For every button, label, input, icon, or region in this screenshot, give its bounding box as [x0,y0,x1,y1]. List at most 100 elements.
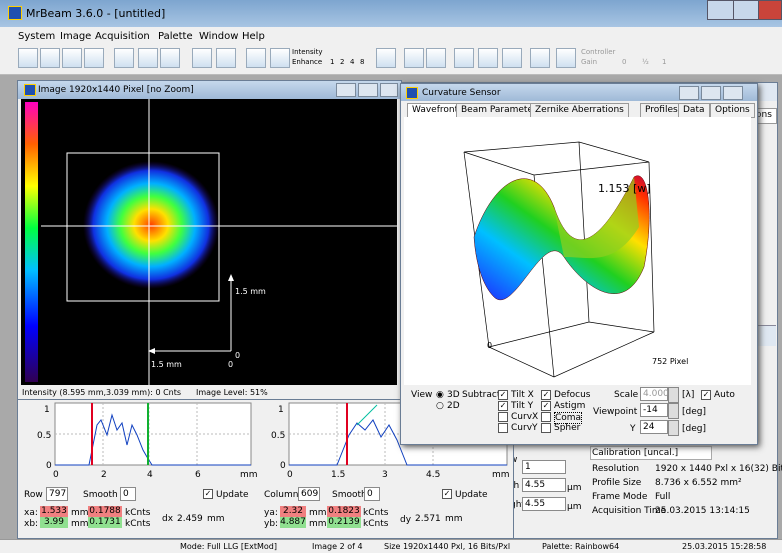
menu-item[interactable]: Window [199,31,238,42]
checkbox[interactable]: ✓ [541,401,551,411]
toolbar-button[interactable] [404,48,424,68]
input[interactable]: 0 [364,487,380,501]
label: Astigm [554,401,585,411]
radio[interactable]: ○ [436,401,444,411]
decoration [723,86,743,100]
input[interactable]: 24 [640,420,668,434]
input[interactable]: 0 [120,487,136,501]
spinner[interactable] [668,387,679,403]
value: 2.571 [415,514,441,524]
input[interactable]: 4.55 [522,497,566,511]
label: 2D [447,401,460,411]
plot-label: 0 [487,341,492,350]
unit: mm [309,519,327,529]
toolbar-button[interactable] [138,48,158,68]
menu-item[interactable]: Acquisition [95,31,150,42]
y-tick: 0 [280,461,286,471]
info-key: Profile Size [592,478,641,488]
toolbar-button[interactable] [62,48,82,68]
label: yb: [264,519,278,529]
toolbar-button[interactable] [246,48,266,68]
toolbar-button[interactable] [426,48,446,68]
input[interactable]: 4.55 [522,478,566,492]
label: Smooth [332,490,367,500]
toolbar-button[interactable] [40,48,60,68]
tab[interactable]: Wavefront [407,103,463,118]
decoration [83,161,219,289]
label: xb: [24,519,38,529]
label: Row [24,490,43,500]
tab[interactable]: Profiles [640,103,683,118]
tab[interactable]: Data [678,103,710,118]
app-screen: MrBeam 3.6.0 - [untitled] System Image A… [0,0,782,553]
checkbox[interactable]: ✓ [442,489,452,499]
value-box: 0.1731 [88,517,122,528]
info-key: Resolution [592,464,639,474]
tab[interactable]: Options [710,103,755,118]
info-value: 1920 x 1440 Pxl x 16(32) Bit [655,464,782,474]
x-tick: 0 [53,470,59,480]
unit: [deg] [682,407,706,417]
x-tick: 4 [147,470,153,480]
value: 2.459 [177,514,203,524]
input[interactable]: -14 [640,403,668,417]
toolbar-button[interactable] [160,48,180,68]
checkbox[interactable] [498,412,508,422]
app-title: MrBeam 3.6.0 - [untitled] [26,7,165,20]
close[interactable] [758,0,782,20]
origin-label: 0 [235,351,240,360]
toolbar-button[interactable] [454,48,474,68]
label: xa: [24,508,38,518]
input[interactable]: 609 [298,487,320,501]
input[interactable]: 797 [46,487,68,501]
checkbox[interactable]: ✓ [203,489,213,499]
checkbox[interactable]: ✓ [498,390,508,400]
checkbox[interactable] [541,423,551,433]
wavefront-3d [404,117,751,385]
menu-item[interactable]: Palette [158,31,193,42]
label: Tilt X [511,390,534,400]
toolbar-button[interactable] [478,48,498,68]
maximize[interactable] [733,0,759,20]
unit: mm [445,514,463,524]
toolbar-button[interactable] [270,48,290,68]
menu-item[interactable]: Help [242,31,265,42]
label: Spher [554,423,580,433]
label: Smooth [83,490,118,500]
toolbar-button[interactable] [530,48,550,68]
unit: mm [309,508,327,518]
toolbar-button[interactable] [18,48,38,68]
toolbar-label: Intensity [292,48,322,56]
checkbox[interactable] [541,412,551,422]
checkbox[interactable]: ✓ [498,401,508,411]
input[interactable]: 4.000 [640,387,668,401]
status: 25.03.2015 15:28:58 [682,542,766,551]
checkbox[interactable] [498,423,508,433]
toolbar-button[interactable] [216,48,236,68]
checkbox[interactable]: ✓ [541,390,551,400]
menu-item[interactable]: Image [60,31,91,42]
decoration [25,102,38,382]
toolbar-button[interactable] [556,48,576,68]
unit: [λ] [682,390,694,400]
tab[interactable]: Zernike Aberrations [530,103,629,118]
minimize[interactable] [707,0,734,20]
input[interactable]: 1 [522,460,566,474]
toolbar-button[interactable] [84,48,104,68]
window-icon [24,84,36,96]
menu-item[interactable]: System [18,31,55,42]
spinner[interactable] [668,403,679,419]
y-tick: 0.5 [271,431,285,441]
toolbar-button[interactable] [502,48,522,68]
spinner[interactable] [668,420,679,436]
toolbar-button[interactable] [114,48,134,68]
value-box: 0.1823 [327,506,361,517]
toolbar-button[interactable] [376,48,396,68]
level: 2 [340,58,344,66]
radio[interactable]: ◉ [436,390,444,400]
checkbox[interactable]: ✓ [701,390,711,400]
toolbar-button[interactable] [192,48,212,68]
level: 8 [360,58,364,66]
window-icon [406,87,418,99]
label: Y [630,424,636,434]
